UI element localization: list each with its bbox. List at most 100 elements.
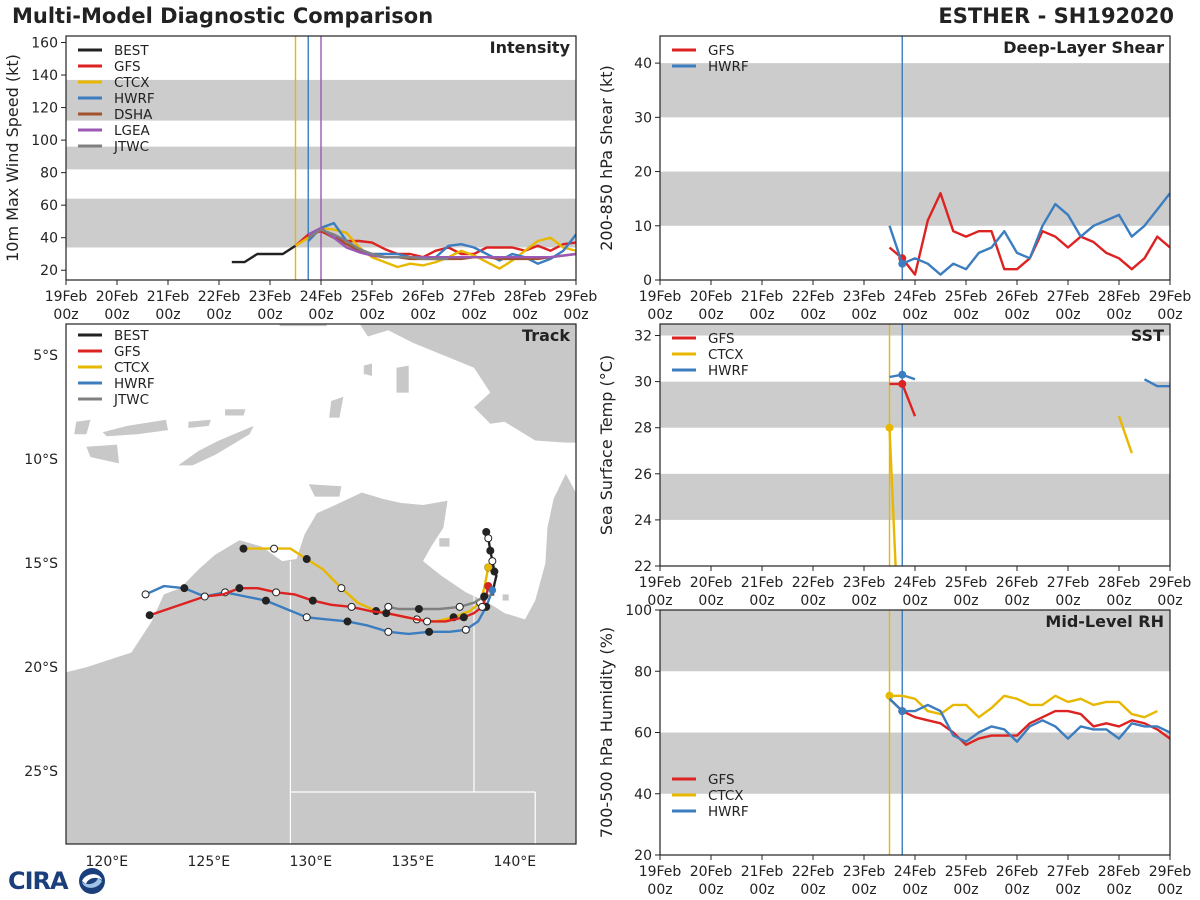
panel-title: Mid-Level RH — [1045, 612, 1164, 631]
x-tick-label: 00z — [1055, 307, 1080, 323]
x-tick-label: 00z — [647, 882, 672, 898]
legend-label: GFS — [114, 344, 141, 360]
x-tick-label: 27Feb — [453, 289, 496, 305]
x-tick-label: 22Feb — [792, 864, 835, 880]
y-axis-label: 200-850 hPa Shear (kt) — [597, 65, 616, 251]
x-tick-label: 21Feb — [741, 289, 784, 305]
alor-island — [188, 419, 211, 428]
x-tick-label: 00z — [800, 593, 825, 609]
initial-position-hwrf — [488, 586, 497, 595]
x-tick-label: 00z — [1157, 593, 1182, 609]
x-tick-label: 00z — [410, 307, 435, 323]
x-tick-label: 23Feb — [843, 864, 886, 880]
gray-band — [660, 324, 1170, 336]
x-tick-label: 00z — [851, 307, 876, 323]
x-tick-label: 00z — [902, 307, 927, 323]
track-position-marker — [270, 544, 279, 553]
legend-label: CTCX — [708, 347, 744, 363]
x-tick-label: 00z — [563, 307, 588, 323]
panel-track: 120°E 125°E 130°E 135°E 140°E 5°S 10°S 15°S 20°S… — [24, 323, 577, 870]
x-tick-label: 00z — [953, 882, 978, 898]
x-tick-label: 28Feb — [1098, 864, 1141, 880]
x-tick-label: 26Feb — [996, 289, 1039, 305]
x-tick-label: 28Feb — [504, 289, 547, 305]
x-tick-label: 29Feb — [1149, 864, 1192, 880]
track-line-gfs — [149, 585, 490, 623]
track-position-marker — [423, 617, 432, 626]
x-tick-label: 00z — [953, 307, 978, 323]
cira-logo: CIRA — [6, 866, 106, 896]
legend-label: JTWC — [113, 392, 149, 408]
track-position-marker — [145, 611, 154, 620]
y-tick-label: 100 — [31, 133, 58, 149]
wetar-island — [225, 409, 246, 416]
track-position-marker — [425, 627, 434, 636]
legend-label: HWRF — [114, 376, 155, 392]
y-tick-label: 140 — [31, 68, 58, 84]
timor-island — [178, 425, 254, 466]
x-tick-label: 00z — [257, 307, 282, 323]
y-tick-label: 40 — [634, 56, 652, 72]
x-tick-label: 28Feb — [1098, 575, 1141, 591]
y-tick-label: 24 — [634, 513, 652, 529]
x-tick-label: 00z — [1106, 882, 1131, 898]
x-tick-label: 00z — [1157, 307, 1182, 323]
track-position-marker — [235, 584, 244, 593]
legend-label: HWRF — [708, 363, 749, 379]
new-guinea-landmass — [359, 324, 576, 443]
sumbawa-island — [74, 419, 91, 435]
australia-landmass — [66, 473, 576, 844]
series-line-ctcx — [1117, 415, 1133, 454]
x-tick-label: 22Feb — [792, 575, 835, 591]
y-tick-label: 0 — [643, 273, 652, 289]
x-tick-label: 00z — [851, 593, 876, 609]
x-tick-label: 00z — [953, 593, 978, 609]
y-tick-label: 80 — [40, 166, 58, 182]
panel-shear: 0 10 20 30 40 19Feb 00z 20Feb 00z 21Feb 00z 22Feb 00… — [597, 35, 1191, 323]
y-tick-label: 100 — [625, 603, 652, 619]
x-tick-label: 19Feb — [639, 289, 682, 305]
series-marker-ctcx — [885, 691, 894, 700]
melville-island — [308, 484, 342, 497]
x-tick-label: 23Feb — [843, 575, 886, 591]
legend-label: BEST — [114, 328, 149, 344]
y-tick-label: 40 — [40, 231, 58, 247]
x-tick-label: 135°E — [392, 854, 435, 870]
series-line-jtwc — [307, 228, 449, 261]
y-tick-label: 20 — [634, 848, 652, 864]
y-tick-label: 5°S — [33, 348, 58, 364]
x-tick-label: 00z — [461, 307, 486, 323]
x-tick-label: 00z — [1004, 593, 1029, 609]
legend-label: HWRF — [708, 804, 749, 820]
y-tick-label: 10°S — [24, 452, 58, 468]
series-line-best — [231, 244, 297, 264]
series-line-gfs — [888, 697, 1170, 746]
series-marker-hwrf — [898, 707, 907, 716]
x-tick-label: 24Feb — [894, 864, 937, 880]
legend-label: JTWC — [113, 139, 149, 155]
series-line-hwrf — [888, 697, 1170, 743]
x-tick-label: 21Feb — [741, 864, 784, 880]
x-tick-label: 24Feb — [300, 289, 343, 305]
x-tick-label: 20Feb — [690, 864, 733, 880]
x-tick-label: 00z — [1055, 882, 1080, 898]
x-tick-label: 130°E — [290, 854, 333, 870]
y-tick-label: 30 — [634, 110, 652, 126]
series-marker-ctcx — [885, 423, 894, 432]
track-position-marker — [200, 592, 209, 601]
panel-title: Deep-Layer Shear — [1003, 38, 1164, 57]
x-tick-label: 24Feb — [894, 289, 937, 305]
series-marker-hwrf — [898, 370, 907, 379]
groote-eylandt — [439, 538, 450, 547]
y-tick-label: 80 — [634, 664, 652, 680]
track-position-marker — [337, 584, 346, 593]
legend-label: CTCX — [114, 360, 150, 376]
panel-title: SST — [1131, 326, 1164, 345]
x-tick-label: 00z — [749, 882, 774, 898]
x-tick-label: 19Feb — [45, 289, 88, 305]
track-position-marker — [480, 592, 489, 601]
tanimbar-island — [329, 396, 344, 418]
x-tick-label: 20Feb — [690, 575, 733, 591]
x-tick-label: 24Feb — [894, 575, 937, 591]
track-position-marker — [384, 627, 393, 636]
